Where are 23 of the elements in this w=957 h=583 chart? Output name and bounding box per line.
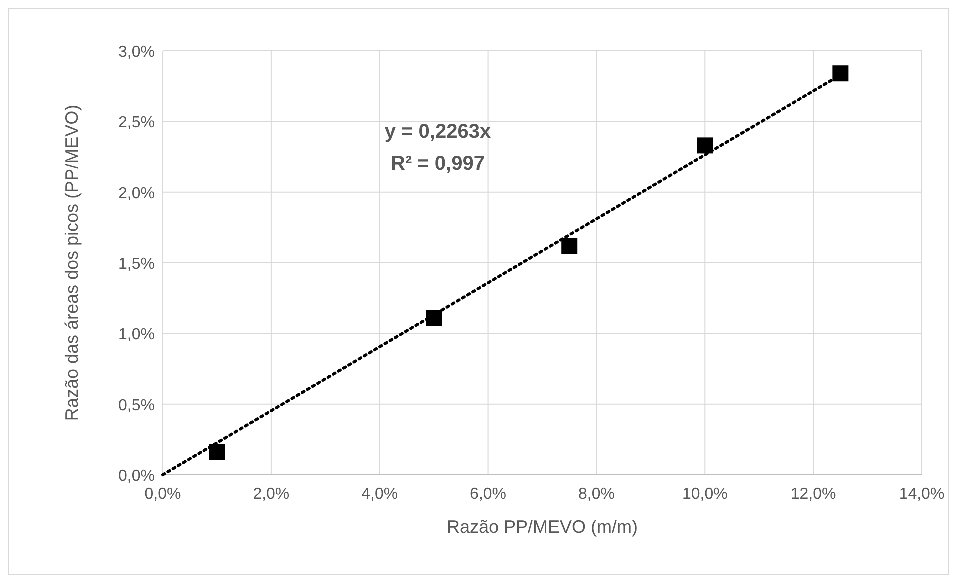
x-tick-label: 6,0%: [470, 486, 507, 503]
x-tick-label: 10,0%: [682, 486, 728, 503]
y-tick-label: 1,5%: [118, 256, 155, 273]
y-axis-title: Razão das áreas dos picos (PP/MEVO): [62, 104, 82, 422]
x-tick-label: 8,0%: [578, 486, 615, 503]
x-tick-label: 14,0%: [899, 486, 945, 503]
y-tick-label: 1,0%: [118, 326, 155, 344]
x-axis-title: Razão PP/MEVO (m/m): [446, 517, 638, 537]
y-tick-label: 2,5%: [118, 114, 155, 132]
x-tick-label: 12,0%: [790, 486, 836, 503]
x-tick-label: 2,0%: [253, 486, 290, 503]
x-tick-label: 4,0%: [362, 486, 398, 503]
x-tick-label: 0,0%: [144, 486, 182, 503]
annotation: R² = 0,997: [391, 153, 485, 175]
point: [562, 238, 578, 254]
annotation: y = 0,2263x: [384, 121, 492, 143]
y-tick-label: 0,0%: [118, 468, 155, 485]
point: [209, 444, 226, 460]
y-tick-label: 0,5%: [118, 397, 155, 414]
y-tick-label: 3,0%: [118, 44, 155, 61]
point: [697, 138, 714, 154]
y-tick-label: 2,0%: [118, 185, 155, 202]
point: [832, 66, 849, 82]
